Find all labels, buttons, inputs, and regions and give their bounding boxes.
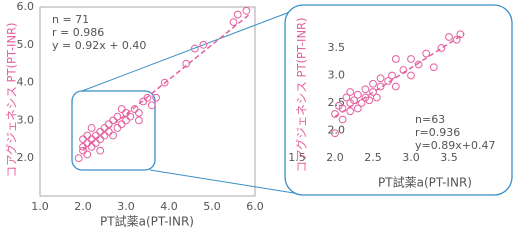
data-point	[190, 44, 199, 53]
x-tick-label: 2.0	[326, 151, 344, 164]
trend-line	[334, 33, 465, 118]
y-axis-label: コアグジェネシス PT(PT-INR)	[5, 22, 19, 177]
data-point	[199, 40, 208, 49]
data-point	[361, 85, 370, 94]
data-point	[122, 116, 130, 125]
data-point	[87, 142, 96, 151]
data-point	[113, 112, 122, 121]
data-point	[391, 82, 400, 91]
data-point	[113, 124, 122, 132]
data-point	[143, 93, 152, 102]
trend-line	[82, 12, 252, 150]
data-point	[353, 104, 362, 113]
data-point	[372, 93, 381, 102]
data-point	[79, 135, 87, 144]
data-point	[346, 88, 355, 96]
data-point	[331, 129, 339, 138]
x-tick-label: 3.5	[440, 151, 458, 164]
data-point	[233, 10, 242, 19]
y-tick-label: 2.0	[17, 151, 35, 164]
data-point	[160, 78, 169, 87]
x-tick-label: 2.0	[74, 200, 92, 213]
data-point	[369, 88, 377, 96]
annotation: r=0.936	[415, 126, 460, 139]
data-point	[376, 82, 385, 91]
annotation: n=63	[415, 113, 445, 126]
data-point	[242, 6, 251, 15]
data-point	[83, 131, 92, 140]
data-point	[357, 99, 366, 107]
data-point	[135, 116, 143, 125]
data-point	[100, 124, 109, 132]
x-tick-label: 6.0	[246, 200, 264, 213]
data-point	[376, 74, 385, 83]
data-point	[152, 93, 161, 102]
zoom-connector	[81, 9, 296, 92]
annotation: y=0.89x+0.47	[415, 139, 495, 152]
data-point	[445, 33, 453, 41]
y-axis-label: コアグジェネシス PT(PT-INR)	[295, 17, 309, 172]
zoom-connector	[149, 169, 301, 195]
x-tick-label: 3.0	[402, 151, 420, 164]
zoom-region	[71, 90, 156, 171]
data-point	[74, 154, 83, 163]
data-point	[429, 63, 438, 72]
x-tick-label: 1.0	[31, 200, 49, 213]
x-tick-label: 4.0	[160, 200, 178, 213]
annotation: y = 0.92x + 0.40	[52, 39, 146, 52]
data-point	[353, 90, 362, 99]
data-point	[92, 139, 100, 147]
data-point	[117, 120, 126, 129]
y-tick-label: 3.0	[17, 113, 35, 126]
inset-frame	[284, 4, 513, 196]
x-tick-label: 5.0	[203, 200, 221, 213]
data-point	[126, 112, 135, 121]
data-point	[365, 96, 374, 105]
data-point	[350, 96, 358, 105]
y-tick-label: 4.0	[17, 76, 35, 89]
data-point	[437, 44, 446, 52]
x-tick-label: 3.0	[117, 200, 135, 213]
data-point	[117, 105, 126, 113]
y-tick-label: 6.0	[17, 0, 35, 13]
data-point	[452, 35, 461, 44]
x-axis-label: PT試薬a(PT-INR)	[100, 214, 194, 229]
chart: 1.0 2.0 3.0 4.0 5.0 6.02.03.04.05.06.0n = 71r…	[5, 0, 513, 229]
y-tick-label: 3.5	[328, 41, 346, 54]
annotation: n = 71	[52, 13, 89, 26]
data-point	[96, 146, 105, 155]
data-point	[338, 115, 347, 124]
annotation: r = 0.986	[52, 26, 104, 39]
y-tick-label: 5.0	[17, 38, 35, 51]
x-tick-label: 2.5	[364, 151, 382, 164]
x-axis-label: PT試薬a(PT-INR)	[378, 175, 472, 190]
x-tick-label: 1.5	[288, 151, 306, 164]
plot-frame	[39, 6, 256, 197]
data-point	[83, 150, 92, 159]
data-point	[342, 93, 351, 102]
data-point	[104, 127, 113, 136]
data-point	[369, 79, 377, 88]
data-point	[391, 55, 400, 63]
data-point	[414, 60, 423, 69]
data-point	[407, 55, 415, 63]
data-point	[407, 71, 415, 80]
data-point	[87, 124, 96, 132]
data-point	[147, 101, 156, 110]
data-point	[229, 18, 238, 27]
data-point	[135, 108, 143, 117]
y-tick-label: 3.0	[328, 69, 346, 82]
data-point	[109, 131, 117, 140]
data-point	[388, 71, 396, 80]
data-point	[422, 49, 431, 58]
